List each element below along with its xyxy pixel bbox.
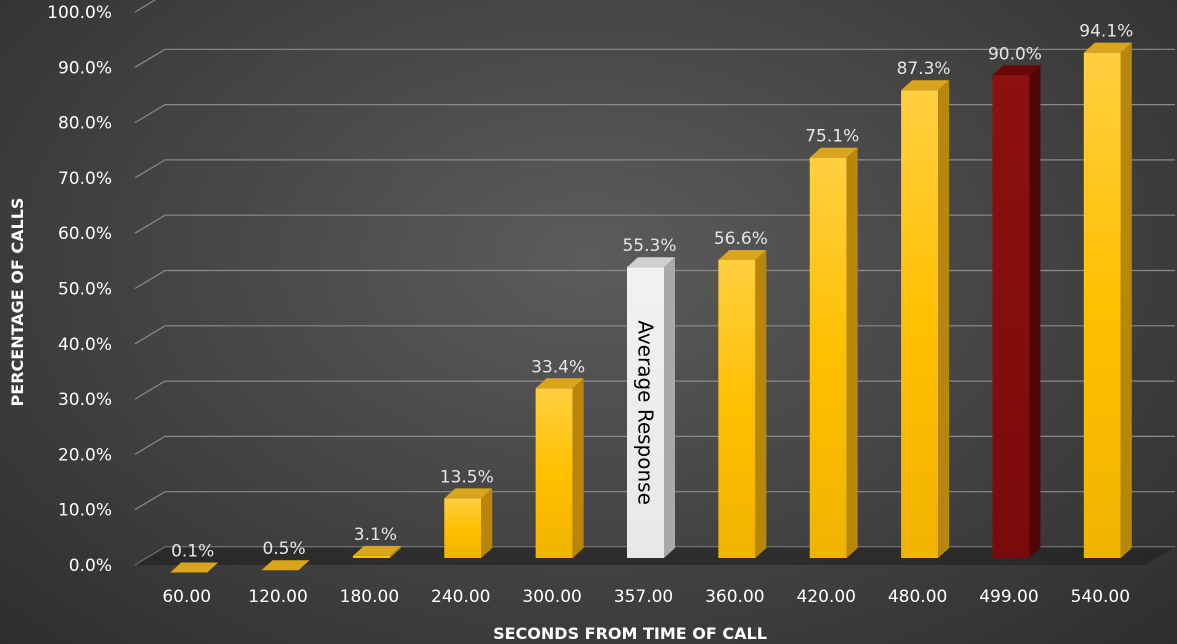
bar-top	[901, 80, 950, 91]
bar-front	[718, 260, 756, 558]
y-tick-label: 100.0%	[47, 3, 112, 23]
data-label: 3.1%	[354, 525, 397, 545]
data-label: 56.6%	[714, 229, 768, 249]
bar-side	[1120, 42, 1132, 558]
x-tick-label: 499.00	[979, 587, 1038, 607]
bar-top	[352, 545, 401, 556]
y-tick-label: 40.0%	[58, 335, 112, 355]
bar-annotation: Average Response	[634, 320, 658, 505]
bar-front	[992, 75, 1030, 559]
y-tick-label: 0.0%	[69, 556, 112, 576]
x-axis-ticks: 60.00 120.00 180.00 240.00 300.00 357.00 360.0…	[162, 587, 1130, 607]
bar-top	[170, 562, 219, 573]
data-label: 75.1%	[805, 127, 859, 147]
bar	[718, 250, 767, 558]
bar	[261, 560, 310, 571]
bar-side	[846, 147, 858, 558]
data-label: 0.1%	[171, 541, 214, 561]
x-tick-label: 120.00	[248, 587, 307, 607]
x-tick-label: 480.00	[888, 587, 947, 607]
x-axis-title: SECONDS FROM TIME OF CALL	[493, 624, 767, 643]
bar-front	[535, 388, 573, 558]
bar-side	[389, 545, 401, 558]
data-label: 0.5%	[262, 539, 305, 559]
data-label: 87.3%	[897, 59, 951, 79]
x-tick-label: 360.00	[705, 587, 764, 607]
data-label: 13.5%	[440, 467, 494, 487]
bar	[1083, 42, 1132, 558]
bar-side	[572, 378, 584, 558]
y-tick-label: 20.0%	[58, 445, 112, 465]
y-tick-label: 60.0%	[58, 224, 112, 244]
bar-front	[1083, 52, 1121, 558]
bar-top	[1083, 42, 1132, 53]
data-label: 33.4%	[531, 357, 585, 377]
gridline	[134, 0, 157, 13]
bar: Average Response	[627, 257, 675, 558]
bar-front	[352, 555, 390, 558]
bar-top	[261, 560, 310, 571]
bar	[444, 488, 493, 558]
gridlines	[134, 0, 1175, 566]
bar-top	[627, 257, 675, 268]
bar-front	[901, 90, 939, 558]
y-axis-ticks: 0.0% 10.0% 20.0% 30.0% 40.0% 50.0% 60.0% 70.0% 8…	[47, 3, 112, 576]
x-tick-label: 60.00	[162, 587, 211, 607]
x-tick-label: 180.00	[340, 587, 399, 607]
bar-top	[535, 378, 584, 389]
bar-side	[481, 488, 493, 558]
bar-top	[992, 65, 1041, 76]
y-tick-label: 50.0%	[58, 280, 112, 300]
bar-front	[809, 157, 847, 558]
x-tick-label: 420.00	[796, 587, 855, 607]
bar-top	[809, 147, 858, 158]
bar-front	[627, 267, 664, 558]
data-label: 90.0%	[988, 44, 1042, 64]
bar-side	[755, 250, 767, 558]
y-axis-title: PERCENTAGE OF CALLS	[8, 198, 27, 407]
data-label: 55.3%	[622, 236, 676, 256]
bar-side	[664, 257, 675, 558]
bar	[352, 545, 401, 558]
bar-side	[1029, 65, 1041, 559]
bar-front	[444, 498, 482, 558]
data-label: 94.1%	[1079, 22, 1133, 42]
bar	[992, 65, 1041, 559]
y-tick-label: 70.0%	[58, 169, 112, 189]
x-tick-label: 357.00	[614, 587, 673, 607]
y-tick-label: 10.0%	[58, 501, 112, 521]
data-labels: 0.1% 0.5% 3.1% 13.5% 33.4% 55.3% 56.6% 75.1% 87.…	[171, 22, 1133, 562]
gridline	[134, 48, 1175, 68]
bar	[535, 378, 584, 558]
bar	[809, 147, 858, 558]
y-tick-label: 80.0%	[58, 114, 112, 134]
x-tick-label: 240.00	[431, 587, 490, 607]
bar	[901, 80, 950, 558]
bar-top	[444, 488, 493, 499]
bar-side	[938, 80, 950, 558]
bar	[170, 562, 219, 573]
x-tick-label: 300.00	[522, 587, 581, 607]
x-tick-label: 540.00	[1071, 587, 1130, 607]
y-tick-label: 30.0%	[58, 390, 112, 410]
bar-top	[718, 250, 767, 261]
gridline	[134, 104, 1175, 124]
bars: Average Response	[170, 42, 1132, 573]
y-tick-label: 90.0%	[58, 58, 112, 78]
